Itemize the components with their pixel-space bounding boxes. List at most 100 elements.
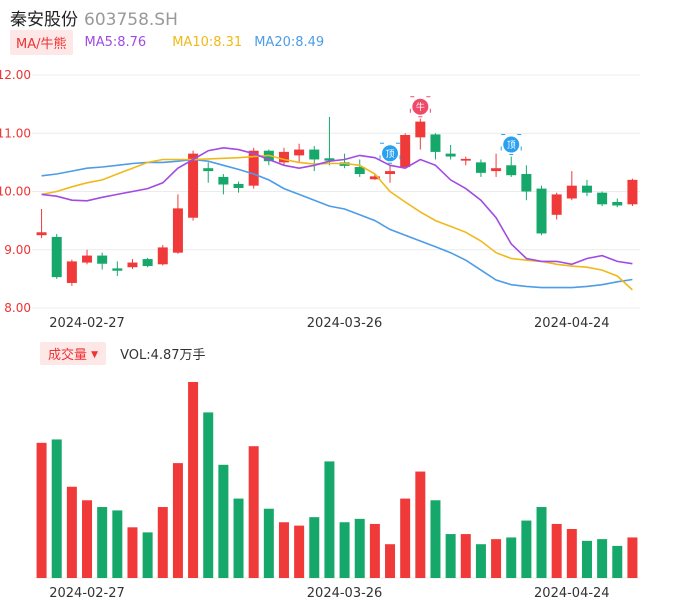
candle-body: [324, 158, 335, 161]
stock-code: 603758.SH: [84, 10, 178, 30]
signal-marker-label: 牛: [416, 101, 425, 113]
ma20-label: MA20:8.49: [254, 34, 325, 50]
candle-body: [415, 121, 426, 138]
volume-bar: [339, 522, 350, 578]
volume-bar: [66, 486, 77, 578]
ma-legend: MA/牛熊 MA5:8.76 MA10:8.31 MA20:8.49: [10, 29, 325, 55]
candle-body: [430, 134, 441, 152]
candle-body: [566, 185, 577, 199]
volume-bar: [248, 446, 259, 578]
volume-bar: [627, 537, 638, 578]
price-tick-label: 11.00: [0, 126, 31, 140]
signal-marker-dot: [382, 145, 399, 162]
volume-toggle-label: 成交量: [48, 348, 88, 363]
signal-marker-dot: [503, 136, 520, 153]
volume-bar: [324, 461, 335, 578]
signal-marker-frame: [409, 96, 431, 118]
candle-body: [400, 134, 411, 168]
candle-body: [36, 232, 47, 236]
volume-bar: [430, 500, 441, 578]
price-tick-label: 9.00: [4, 243, 31, 257]
volume-bar: [82, 500, 93, 578]
stock-header: 秦安股份 603758.SH: [10, 5, 178, 30]
candle-body: [278, 151, 289, 163]
candle-body: [82, 255, 93, 263]
volume-bar: [203, 412, 214, 578]
candle-body: [188, 153, 199, 218]
volume-bar: [278, 522, 289, 578]
signal-marker: 牛: [409, 96, 431, 118]
volume-bar: [188, 382, 199, 578]
volume-bar: [506, 537, 517, 578]
ma20-line: [41, 158, 633, 289]
candle-body: [521, 174, 532, 192]
price-tick-label: 12.00: [0, 68, 31, 82]
stock-name: 秦安股份: [10, 10, 78, 30]
candle-body: [309, 149, 320, 160]
signal-marker-frame: [500, 134, 522, 156]
volume-bar: [172, 463, 183, 578]
volume-bar: [581, 540, 592, 578]
volume-bar: [157, 507, 168, 578]
ma-toggle-button[interactable]: MA/牛熊: [10, 29, 73, 55]
signal-marker: 顶: [500, 134, 522, 156]
candle-body: [127, 262, 138, 268]
volume-bar: [51, 439, 62, 578]
volume-legend: 成交量 ▼ VOL:4.87万手: [40, 342, 206, 365]
volume-date-label: 2024-02-27: [49, 586, 125, 601]
candle-body: [627, 179, 638, 205]
volume-bar: [612, 545, 623, 578]
volume-bar: [536, 507, 547, 578]
candle-body: [142, 259, 153, 267]
volume-bar: [233, 498, 244, 578]
volume-bar: [385, 544, 396, 578]
candle-body: [218, 176, 229, 185]
volume-bar: [445, 534, 456, 578]
volume-bar: [354, 518, 365, 578]
signal-marker: 顶: [379, 142, 401, 164]
candle-body: [491, 168, 502, 172]
signal-marker-dot: [412, 98, 429, 115]
candle-body: [369, 176, 380, 180]
volume-bar: [127, 527, 138, 578]
ma10-line: [41, 154, 633, 291]
candle-body: [233, 183, 244, 189]
candle-body: [551, 194, 562, 215]
candle-body: [597, 192, 608, 205]
volume-toggle-button[interactable]: 成交量 ▼: [40, 342, 107, 365]
volume-bar: [551, 523, 562, 578]
signal-marker-label: 顶: [386, 149, 395, 160]
volume-value: VOL:4.87万手: [120, 348, 206, 363]
volume-bar: [566, 529, 577, 578]
price-date-label: 2024-02-27: [49, 316, 125, 331]
volume-date-label: 2024-04-24: [534, 586, 610, 601]
volume-bar: [597, 539, 608, 578]
ma5-line: [41, 146, 633, 266]
candle-body: [581, 185, 592, 193]
volume-bar: [491, 539, 502, 578]
volume-bar: [218, 464, 229, 578]
volume-bar: [309, 517, 320, 578]
candle-body: [66, 261, 77, 283]
candle-body: [475, 162, 486, 173]
signal-marker-frame: [379, 142, 401, 164]
candle-body: [612, 201, 623, 206]
candle-body: [203, 168, 214, 172]
price-date-label: 2024-03-26: [307, 316, 383, 331]
volume-bar: [97, 507, 108, 578]
caret-down-icon: ▼: [91, 350, 99, 360]
candle-body: [97, 255, 108, 264]
volume-bar: [521, 520, 532, 578]
candle-body: [460, 158, 471, 161]
signal-marker-label: 顶: [507, 140, 516, 151]
volume-bar: [142, 532, 153, 578]
price-tick-label: 10.00: [0, 185, 31, 199]
volume-bar: [294, 525, 305, 578]
volume-bar: [475, 544, 486, 578]
volume-bar: [36, 442, 47, 578]
candle-body: [294, 149, 305, 156]
candle-body: [354, 167, 365, 175]
volume-bar: [112, 510, 123, 578]
candle-body: [536, 188, 547, 234]
